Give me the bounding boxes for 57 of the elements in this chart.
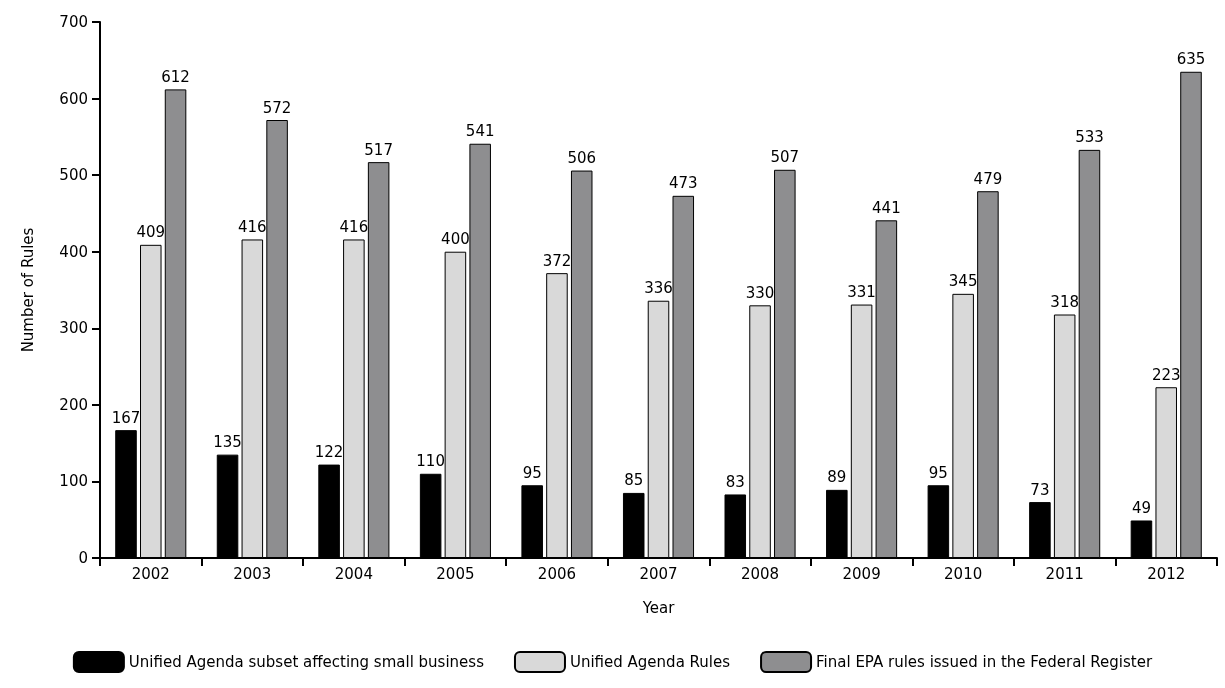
data-label: 400	[441, 230, 470, 249]
data-label: 49	[1131, 498, 1151, 517]
data-label: 473	[668, 174, 698, 193]
data-label: 122	[314, 443, 344, 462]
data-label: 416	[339, 217, 369, 236]
legend-label: Unified Agenda Rules	[569, 653, 731, 671]
x-tick-label: 2011	[1045, 564, 1084, 583]
x-tick-label: 2006	[537, 564, 577, 583]
y-tick-label: 600	[59, 89, 88, 108]
data-label: 409	[136, 223, 166, 242]
data-label: 612	[161, 67, 190, 86]
data-label: 507	[770, 148, 800, 167]
y-tick-label: 200	[59, 395, 88, 414]
data-label: 110	[416, 452, 445, 471]
data-label: 95	[928, 463, 948, 482]
data-label: 572	[262, 98, 292, 117]
data-label: 331	[847, 283, 876, 302]
data-label: 89	[827, 468, 847, 487]
data-label: 83	[725, 472, 745, 491]
data-label: 330	[745, 283, 775, 302]
data-label: 635	[1176, 50, 1206, 69]
data-label: 533	[1075, 128, 1104, 147]
x-tick-label: 2003	[233, 564, 272, 583]
data-label: 517	[364, 140, 393, 159]
y-tick-label: 700	[59, 13, 88, 31]
x-tick-label: 2009	[842, 564, 881, 583]
data-label: 506	[567, 149, 597, 168]
legend-label: Unified Agenda subset affecting small business	[128, 653, 485, 671]
data-label: 85	[624, 471, 644, 490]
data-label: 95	[522, 463, 542, 482]
y-axis-title: Number of Rules	[18, 227, 37, 353]
x-tick-label: 2010	[944, 564, 983, 583]
data-label: 345	[948, 272, 978, 291]
data-label: 167	[111, 408, 141, 427]
legend-label: Final EPA rules issued in the Federal Register	[816, 653, 1153, 671]
data-label: 479	[973, 169, 1003, 188]
x-axis-title: Year	[641, 598, 676, 617]
data-label: 73	[1030, 480, 1050, 499]
x-tick-label: 2005	[436, 564, 475, 583]
data-label: 318	[1050, 293, 1079, 311]
x-tick-label: 2012	[1147, 564, 1186, 583]
data-label: 336	[644, 279, 673, 298]
y-tick-label: 300	[59, 319, 88, 338]
x-tick-label: 2008	[740, 564, 780, 583]
data-label: 372	[542, 251, 572, 270]
data-label: 441	[872, 198, 901, 217]
y-tick-label: 400	[59, 242, 88, 261]
y-tick-label: 100	[59, 472, 88, 491]
data-label: 541	[465, 122, 495, 141]
y-tick-label: 0	[78, 549, 88, 567]
data-label: 135	[213, 433, 242, 452]
y-tick-label: 500	[59, 166, 88, 185]
data-label: 416	[238, 217, 267, 236]
data-label: 223	[1151, 365, 1181, 384]
x-tick-label: 2002	[131, 564, 170, 583]
x-tick-label: 2004	[334, 564, 373, 583]
x-tick-label: 2007	[639, 564, 678, 583]
